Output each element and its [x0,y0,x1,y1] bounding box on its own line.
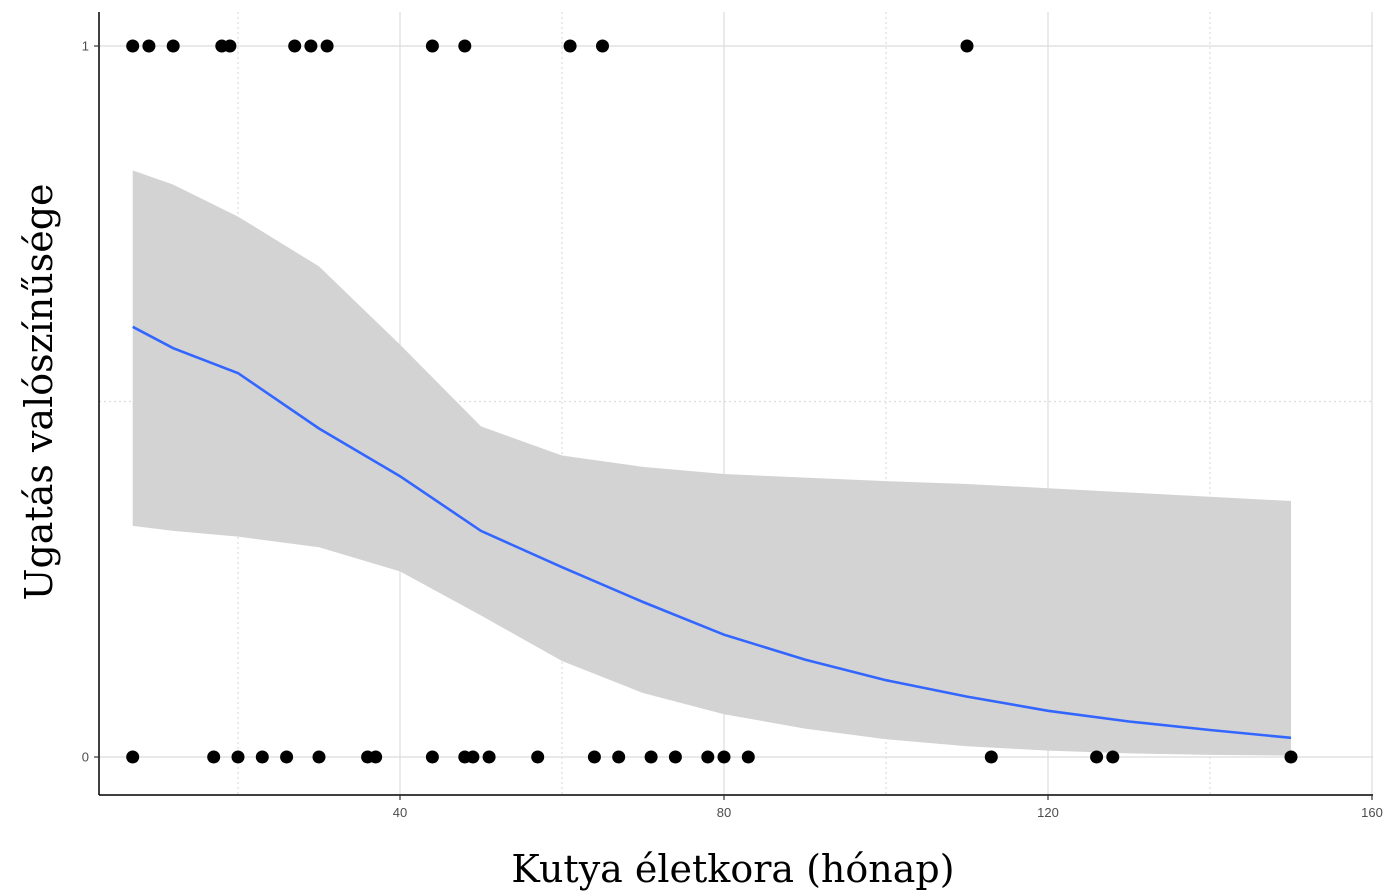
data-point-y1 [563,39,577,53]
x-tick-label: 80 [717,805,731,820]
data-point-y1 [166,39,180,53]
data-point-y0 [1106,750,1120,764]
data-point-y1 [304,39,318,53]
data-point-y0 [482,750,496,764]
fit-line [132,325,1292,740]
confidence-ribbon [132,170,1292,756]
data-point-y0 [466,750,480,764]
y-tick-label: 0 [82,750,89,765]
data-point-y1 [223,39,237,53]
data-point-y0 [701,750,715,764]
x-tick-label: 120 [1037,805,1059,820]
data-point-y1 [142,39,156,53]
data-point-y1 [288,39,302,53]
x-tick-label: 160 [1361,805,1383,820]
data-point-y0 [280,750,294,764]
data-points-group [126,39,1298,764]
data-point-y0 [231,750,245,764]
data-point-y0 [612,750,626,764]
data-point-y0 [207,750,221,764]
confidence-band-group [132,170,1292,756]
data-point-y1 [320,39,334,53]
data-point-y0 [1284,750,1298,764]
data-point-y0 [255,750,269,764]
data-point-y1 [458,39,472,53]
data-point-y0 [717,750,731,764]
data-point-y1 [126,39,140,53]
data-point-y0 [369,750,383,764]
data-point-y0 [644,750,658,764]
axes [94,12,1373,800]
data-point-y0 [126,750,140,764]
tick-labels: 40 80 120 160 0 1 [82,39,1383,821]
data-point-y1 [960,39,974,53]
data-point-y1 [596,39,609,53]
y-tick-label: 1 [82,39,89,54]
data-point-y0 [587,750,601,764]
data-point-y0 [668,750,682,764]
data-point-y0 [984,750,998,764]
data-point-y0 [312,750,326,764]
fit-line-group [132,325,1292,740]
data-point-y0 [741,750,755,764]
data-point-y1 [425,39,439,53]
x-tick-label: 40 [393,805,407,820]
data-point-y0 [1090,750,1104,764]
data-point-y0 [425,750,439,764]
x-axis-title: Kutya életkora (hónap) [511,847,954,891]
y-axis-title: Ugatás valószínűsége [17,183,61,600]
data-point-y0 [531,750,545,764]
